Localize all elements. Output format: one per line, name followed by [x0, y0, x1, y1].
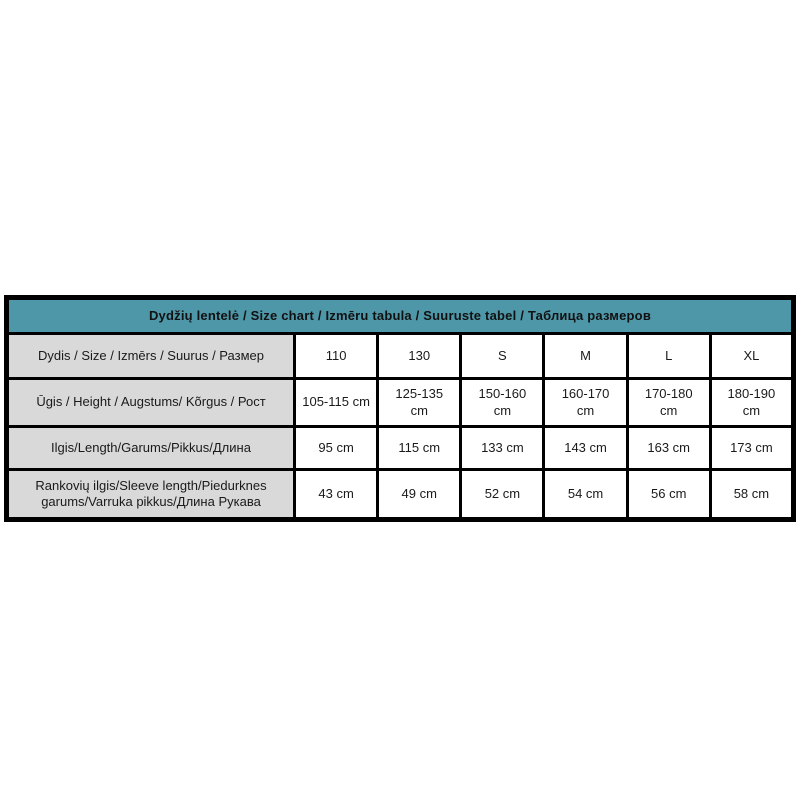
table-cell: 115 cm — [376, 425, 463, 471]
table-cell: 130 — [376, 332, 463, 380]
table-cell: XL — [708, 332, 796, 380]
row-label-length: Ilgis/Length/Garums/Pikkus/Длина — [5, 425, 296, 471]
table-cell: L — [625, 332, 712, 380]
table-row-sleeve-length: Rankovių ilgis/Sleeve length/Piedurknes … — [5, 468, 796, 521]
table-cell: 133 cm — [459, 425, 546, 471]
table-cell: 163 cm — [625, 425, 712, 471]
table-cell: 143 cm — [542, 425, 629, 471]
table-row-length: Ilgis/Length/Garums/Pikkus/Длина 95 cm 1… — [5, 425, 796, 471]
table-cell: 95 cm — [292, 425, 380, 471]
table-title: Dydžių lentelė / Size chart / Izmēru tab… — [5, 296, 795, 335]
table-cell: 52 cm — [459, 468, 546, 521]
table-cell: 125-135 cm — [376, 377, 463, 428]
table-cell: 105-115 cm — [292, 377, 380, 428]
table-cell: 170-180 cm — [625, 377, 712, 428]
table-cell: 49 cm — [376, 468, 463, 521]
table-cell: 180-190 cm — [708, 377, 796, 428]
table-cell: 56 cm — [625, 468, 712, 521]
table-cell: 58 cm — [708, 468, 796, 521]
table-cell: S — [459, 332, 546, 380]
row-label-sleeve-length: Rankovių ilgis/Sleeve length/Piedurknes … — [5, 468, 296, 521]
table-cell: 160-170 cm — [542, 377, 629, 428]
table-row-height: Ūgis / Height / Augstums/ Kõrgus / Рост … — [5, 377, 796, 428]
table-cell: M — [542, 332, 629, 380]
row-label-height: Ūgis / Height / Augstums/ Kõrgus / Рост — [5, 377, 296, 428]
size-chart-table: Dydžių lentelė / Size chart / Izmēru tab… — [4, 295, 796, 522]
table-cell: 150-160 cm — [459, 377, 546, 428]
table-cell: 54 cm — [542, 468, 629, 521]
row-label-size: Dydis / Size / Izmērs / Suurus / Размер — [5, 332, 296, 380]
table-cell: 173 cm — [708, 425, 796, 471]
table-cell: 110 — [292, 332, 380, 380]
table-title-row: Dydžių lentelė / Size chart / Izmēru tab… — [5, 296, 795, 335]
table-row-size: Dydis / Size / Izmērs / Suurus / Размер … — [5, 332, 796, 380]
table-cell: 43 cm — [292, 468, 380, 521]
